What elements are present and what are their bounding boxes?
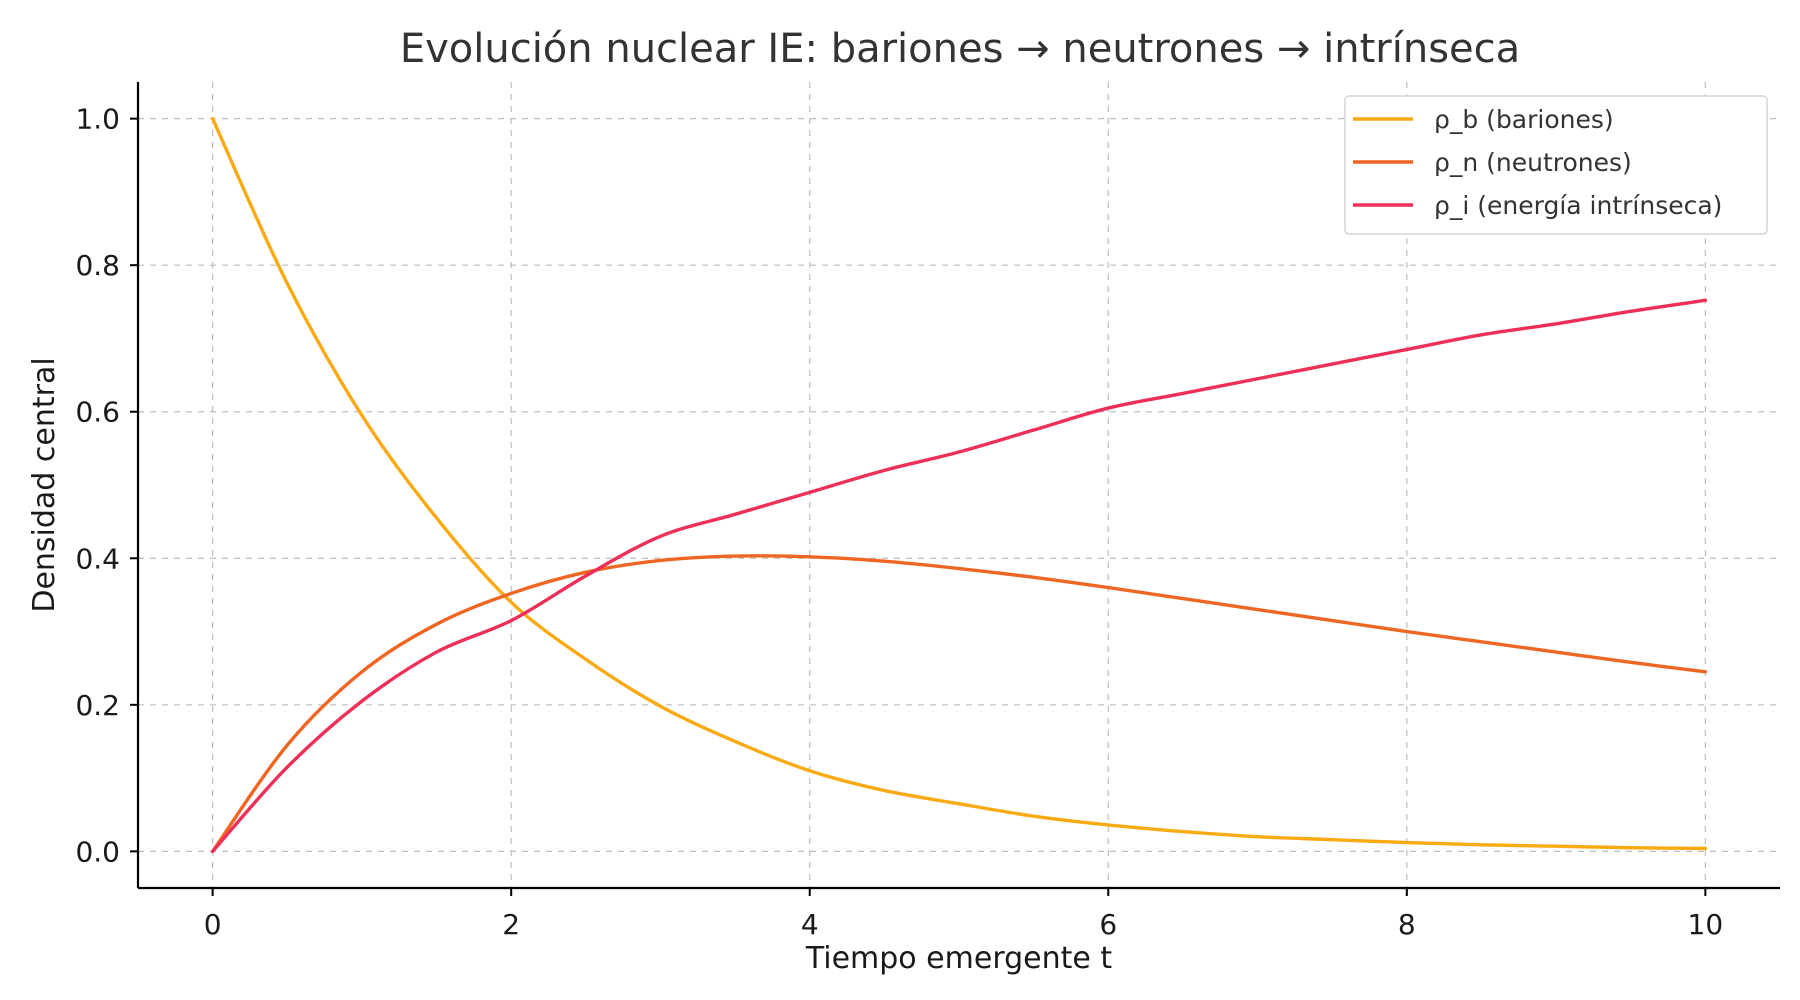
y-tick-label-4: 0.8 bbox=[75, 249, 120, 282]
series-line-0 bbox=[210, 116, 1708, 851]
y-tick-label-1: 0.2 bbox=[75, 689, 120, 722]
chart-title: Evolución nuclear IE: bariones → neutron… bbox=[400, 26, 1520, 72]
grid bbox=[138, 82, 1780, 888]
x-tick-label-4: 8 bbox=[1398, 908, 1416, 941]
x-axis-label: Tiempo emergente t bbox=[805, 941, 1113, 976]
x-tick-label-2: 4 bbox=[801, 908, 819, 941]
y-axis-label: Densidad central bbox=[27, 357, 62, 612]
y-tick-label-0: 0.0 bbox=[75, 835, 120, 868]
y-tick-label-5: 1.0 bbox=[75, 103, 120, 136]
series-lines bbox=[210, 116, 1708, 854]
series-line-2 bbox=[210, 298, 1708, 854]
x-tick-label-3: 6 bbox=[1099, 908, 1117, 941]
y-tick-label-3: 0.6 bbox=[75, 396, 120, 429]
x-tick-label-5: 10 bbox=[1688, 908, 1724, 941]
legend-label-1: ρ_n (neutrones) bbox=[1434, 148, 1632, 177]
legend-label-2: ρ_i (energía intrínseca) bbox=[1434, 191, 1722, 220]
legend-label-0: ρ_b (bariones) bbox=[1434, 105, 1614, 134]
legend-box bbox=[1344, 95, 1768, 235]
series-line-1 bbox=[210, 554, 1708, 854]
legend: ρ_b (bariones) ρ_n (neutrones) ρ_i (energí… bbox=[1344, 95, 1768, 235]
axes: 0 2 4 6 8 10 0.0 0.2 0.4 0.6 0.8 1.0 bbox=[75, 82, 1780, 941]
y-tick-label-2: 0.4 bbox=[75, 542, 120, 575]
x-tick-label-1: 2 bbox=[502, 908, 520, 941]
x-tick-label-0: 0 bbox=[204, 908, 222, 941]
